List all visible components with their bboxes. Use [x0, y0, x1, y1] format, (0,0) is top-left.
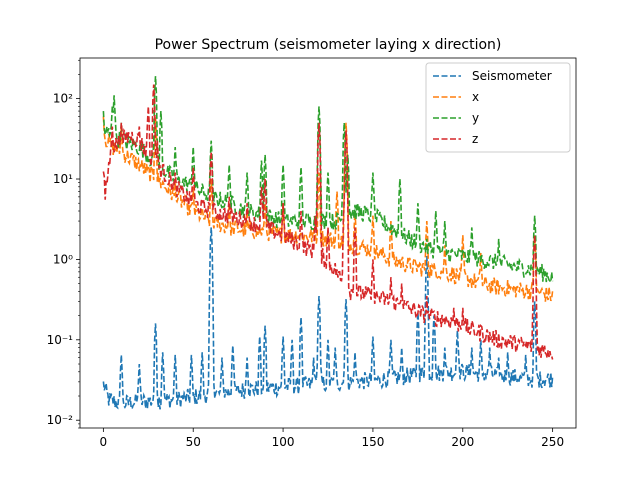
x-axis: 0 50 100 150 200 250 — [100, 428, 564, 449]
y-tick-label: 10² — [53, 92, 73, 106]
x-tick-label: 0 — [100, 435, 108, 449]
y-tick-label: 10⁰ — [53, 252, 73, 266]
x-tick-label: 150 — [361, 435, 384, 449]
y-tick-label: 10⁻¹ — [47, 333, 74, 347]
x-tick-label: 50 — [186, 435, 201, 449]
legend-label: x — [472, 90, 479, 104]
legend-label: z — [472, 132, 478, 146]
y-tick-label: 10¹ — [53, 172, 73, 186]
x-tick-label: 200 — [451, 435, 474, 449]
x-tick-label: 100 — [272, 435, 295, 449]
plot-frame — [79, 57, 577, 429]
series-line-3 — [102, 84, 554, 360]
series-layer — [102, 76, 554, 410]
series-line-0 — [102, 227, 554, 410]
y-tick-label: 10⁻² — [47, 413, 74, 427]
legend-label: Seismometer — [472, 69, 552, 83]
chart-title: Power Spectrum (seismometer laying x dir… — [155, 37, 502, 53]
legend-label: y — [472, 111, 479, 125]
series-line-2 — [102, 76, 554, 285]
x-tick-label: 250 — [541, 435, 564, 449]
legend-box — [425, 62, 571, 153]
y-axis: 10⁻² 10⁻¹ 10⁰ 10¹ 10² — [47, 59, 80, 429]
legend: Seismometer xyz — [425, 62, 571, 153]
